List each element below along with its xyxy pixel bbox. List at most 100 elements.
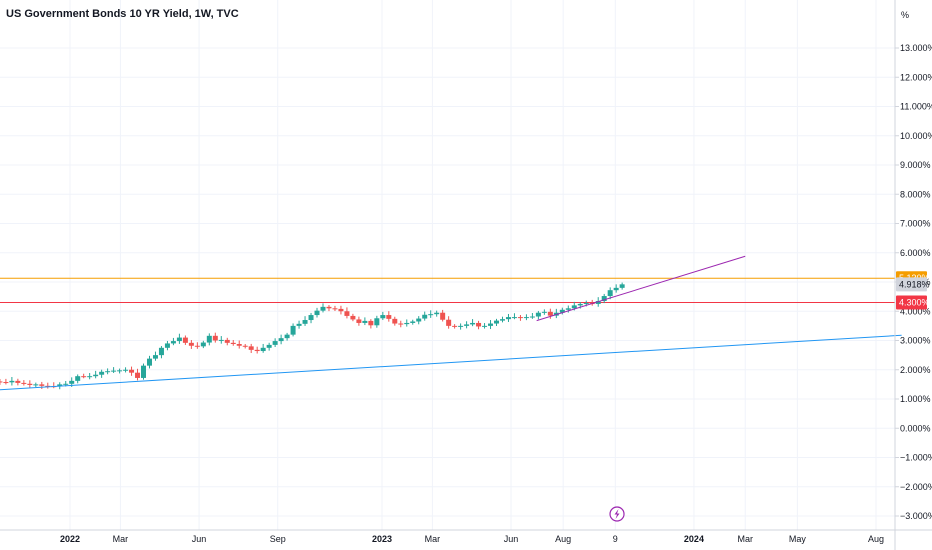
y-tick-label: −3.000% xyxy=(900,511,932,521)
candle xyxy=(152,351,158,361)
price-tag-box xyxy=(896,295,927,310)
candle xyxy=(9,377,15,386)
candle-body xyxy=(482,325,488,327)
candle-body xyxy=(206,335,212,343)
x-tick-label: Aug xyxy=(868,534,884,544)
candle-body xyxy=(290,325,296,335)
candle xyxy=(452,324,458,329)
x-tick-label: 2024 xyxy=(684,534,704,544)
candle-body xyxy=(9,380,15,383)
candle-body xyxy=(464,324,470,326)
candle xyxy=(188,340,194,349)
y-tick-label: 1.000% xyxy=(900,394,931,404)
candle xyxy=(87,373,93,380)
candle-body xyxy=(494,320,500,324)
candle-body xyxy=(601,296,607,302)
price-scale-unit[interactable]: % xyxy=(901,10,909,20)
candle xyxy=(33,382,39,388)
candle xyxy=(601,293,607,304)
candle-body xyxy=(476,322,482,327)
candle xyxy=(464,321,470,329)
x-tick-label: Jun xyxy=(504,534,519,544)
candle xyxy=(146,355,152,369)
candle-body xyxy=(374,318,380,326)
candle xyxy=(416,316,422,325)
candle-body xyxy=(541,311,547,313)
candle-body xyxy=(302,320,308,324)
candle-body xyxy=(607,290,613,297)
candle xyxy=(434,310,440,317)
candle-body xyxy=(583,303,589,305)
candle xyxy=(105,368,111,375)
candle-body xyxy=(458,325,464,327)
y-tick-label: −2.000% xyxy=(900,482,932,492)
candle xyxy=(404,319,410,327)
candle xyxy=(218,336,224,344)
candle xyxy=(99,369,105,378)
candle xyxy=(39,381,45,389)
candle xyxy=(278,334,284,345)
candle xyxy=(170,337,176,346)
y-tick-label: 13.000% xyxy=(900,43,932,53)
candle xyxy=(254,346,260,354)
candle xyxy=(529,313,535,319)
candle-body xyxy=(517,317,523,319)
candle-body xyxy=(499,319,505,321)
candle xyxy=(547,308,553,319)
candle-body xyxy=(296,323,302,326)
y-tick-label: 6.000% xyxy=(900,248,931,258)
candle xyxy=(164,340,170,351)
y-tick-label: 9.000% xyxy=(900,160,931,170)
candle-body xyxy=(368,320,374,326)
candle-body xyxy=(0,381,3,383)
candle-body xyxy=(152,355,158,359)
candle xyxy=(410,319,416,325)
x-tick-label: 2022 xyxy=(60,534,80,544)
candle-body xyxy=(577,303,583,306)
candle-body xyxy=(200,342,206,347)
candle xyxy=(141,363,147,380)
candle-body xyxy=(224,339,230,343)
candle-body xyxy=(416,318,422,322)
candle xyxy=(75,374,81,384)
candle xyxy=(356,316,362,326)
candle xyxy=(362,317,368,326)
candle xyxy=(458,323,464,330)
candle-body xyxy=(380,315,386,319)
candle xyxy=(224,337,230,346)
candle-body xyxy=(505,317,511,320)
candles-layer xyxy=(0,282,625,390)
candle xyxy=(392,316,398,326)
candle-body xyxy=(111,370,117,372)
candle xyxy=(81,373,87,379)
candle xyxy=(314,307,320,318)
candle xyxy=(523,314,529,321)
candle xyxy=(15,378,21,386)
candle xyxy=(21,380,27,386)
candle xyxy=(129,366,135,376)
x-tick-label: 2023 xyxy=(372,534,392,544)
candle xyxy=(242,344,248,349)
candle xyxy=(194,342,200,349)
candle-body xyxy=(440,312,446,320)
x-tick-label: Mar xyxy=(425,534,441,544)
candle-body xyxy=(326,306,332,309)
candle-body xyxy=(446,319,452,326)
candle xyxy=(206,333,212,346)
candle-body xyxy=(170,341,176,344)
candle xyxy=(302,316,308,326)
candle xyxy=(607,287,613,300)
candle-body xyxy=(308,315,314,321)
candle-body xyxy=(39,384,45,386)
candle-body xyxy=(99,371,105,375)
candle xyxy=(93,370,99,379)
candle-body xyxy=(356,319,362,323)
candle xyxy=(320,303,326,313)
candle-body xyxy=(146,358,152,366)
candle xyxy=(158,346,164,359)
candle-body xyxy=(188,342,194,346)
candle-body xyxy=(254,349,260,352)
candle xyxy=(236,340,242,349)
candle-body xyxy=(93,374,99,377)
